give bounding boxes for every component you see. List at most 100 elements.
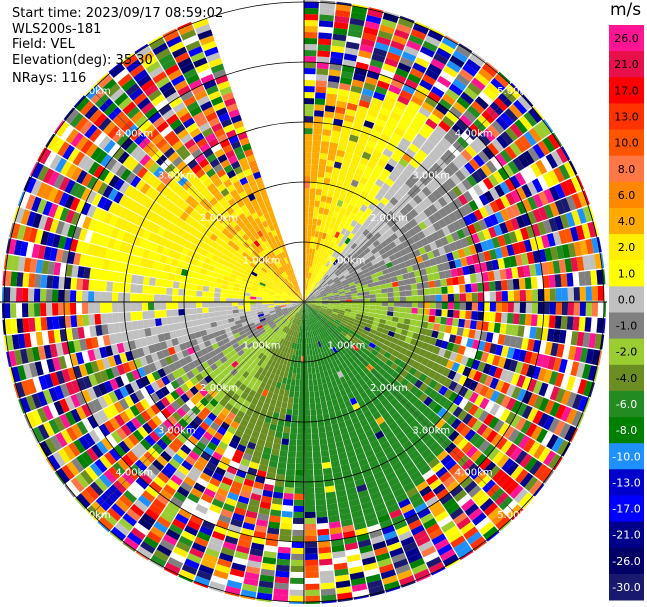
velocity-gate <box>341 65 355 74</box>
velocity-gate <box>368 134 379 144</box>
velocity-gate <box>292 299 299 301</box>
velocity-gate <box>245 330 253 336</box>
velocity-gate <box>573 302 581 316</box>
velocity-gate <box>277 363 283 371</box>
velocity-gate <box>366 371 375 380</box>
velocity-gate <box>304 158 312 165</box>
velocity-gate <box>162 365 172 376</box>
velocity-gate <box>395 564 411 575</box>
velocity-gate <box>307 224 313 231</box>
velocity-gate <box>159 488 173 501</box>
velocity-gate <box>137 426 149 438</box>
velocity-gate <box>304 236 308 243</box>
velocity-gate <box>195 401 205 411</box>
velocity-gate <box>49 372 60 387</box>
velocity-gate <box>339 303 346 307</box>
velocity-gate <box>312 330 316 337</box>
velocity-gate <box>135 413 147 426</box>
velocity-gate <box>119 272 127 283</box>
velocity-gate <box>217 412 227 422</box>
velocity-gate <box>351 335 359 342</box>
velocity-gate <box>261 452 271 461</box>
velocity-gate <box>205 269 213 277</box>
velocity-gate <box>427 369 437 379</box>
velocity-gate <box>262 489 273 498</box>
velocity-gate <box>333 161 342 169</box>
velocity-gate <box>304 463 314 471</box>
velocity-gate <box>155 378 166 389</box>
velocity-gate <box>524 456 538 472</box>
velocity-gate <box>434 316 442 324</box>
velocity-gate <box>374 85 388 96</box>
velocity-gate <box>167 557 184 569</box>
velocity-gate <box>482 526 499 540</box>
velocity-gate <box>173 235 182 245</box>
velocity-gate <box>356 258 364 265</box>
velocity-gate <box>459 521 475 535</box>
velocity-gate <box>396 339 405 347</box>
velocity-gate <box>350 376 358 384</box>
velocity-gate <box>500 312 508 324</box>
velocity-gate <box>357 217 366 226</box>
velocity-gate <box>258 507 270 516</box>
velocity-gate <box>328 75 340 83</box>
velocity-gate <box>505 480 519 495</box>
velocity-gate <box>495 392 506 406</box>
velocity-gate <box>585 302 592 317</box>
velocity-gate <box>362 375 370 383</box>
velocity-gate <box>276 356 282 364</box>
velocity-gate <box>37 245 46 260</box>
velocity-gate <box>2 270 6 286</box>
velocity-gate <box>292 298 299 301</box>
velocity-gate <box>321 332 326 339</box>
velocity-gate <box>353 265 361 271</box>
velocity-gate <box>405 307 412 314</box>
velocity-gate <box>232 512 245 522</box>
velocity-gate <box>146 418 158 431</box>
velocity-gate <box>270 360 277 368</box>
velocity-gate <box>11 255 20 271</box>
velocity-gate <box>286 408 293 416</box>
velocity-gate <box>280 522 292 530</box>
velocity-gate <box>480 331 488 342</box>
velocity-gate <box>405 290 412 296</box>
velocity-gate <box>70 290 77 302</box>
velocity-gate <box>463 246 472 257</box>
velocity-gate <box>239 315 247 320</box>
velocity-gate <box>350 271 357 277</box>
velocity-gate <box>330 532 343 541</box>
velocity-gate <box>142 293 149 302</box>
velocity-gate <box>466 531 482 545</box>
velocity-gate <box>286 299 293 301</box>
velocity-gate <box>397 569 413 581</box>
velocity-gate <box>463 401 474 413</box>
velocity-gate <box>375 416 385 426</box>
velocity-gate <box>104 420 116 434</box>
velocity-gate <box>144 267 152 277</box>
velocity-gate <box>150 526 165 539</box>
velocity-gate <box>240 318 248 324</box>
velocity-gate <box>244 516 257 525</box>
velocity-gate <box>57 448 71 464</box>
velocity-gate <box>134 203 145 215</box>
velocity-gate <box>351 252 359 260</box>
velocity-gate <box>292 303 299 307</box>
velocity-gate <box>314 292 320 297</box>
velocity-gate <box>279 357 285 365</box>
velocity-gate <box>238 305 245 310</box>
velocity-gate <box>306 278 310 285</box>
velocity-gate <box>338 421 347 429</box>
velocity-gate <box>97 396 108 409</box>
velocity-gate <box>304 313 306 320</box>
velocity-gate <box>571 210 582 226</box>
velocity-gate <box>153 252 162 262</box>
velocity-gate <box>110 430 123 444</box>
velocity-gate <box>500 476 515 491</box>
velocity-gate <box>381 168 391 178</box>
velocity-gate <box>315 305 322 308</box>
velocity-gate <box>312 439 320 446</box>
velocity-gate <box>479 498 494 512</box>
velocity-gate <box>232 342 240 350</box>
velocity-gate <box>294 385 300 392</box>
velocity-gate <box>102 198 113 212</box>
